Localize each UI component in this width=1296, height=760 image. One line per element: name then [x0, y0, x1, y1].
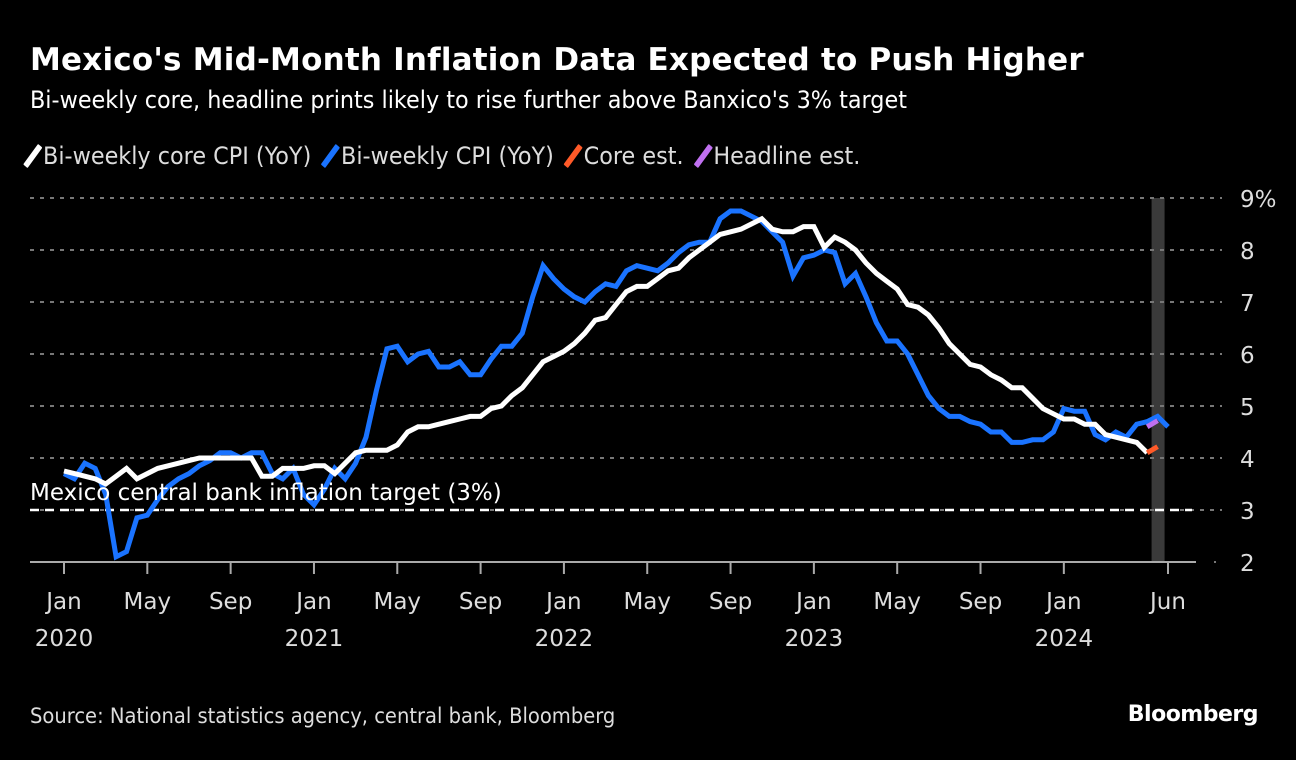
- x-tick-year-label: 2021: [285, 626, 344, 652]
- x-tick-label: Jan: [294, 589, 331, 615]
- x-tick-label: Sep: [709, 589, 752, 615]
- x-tick-label: May: [124, 589, 172, 615]
- y-tick-label: 4: [1240, 447, 1255, 473]
- series-line-bi-weekly-cpi-yoy: [62, 208, 1170, 561]
- chart-subtitle: Bi-weekly core, headline prints likely t…: [30, 86, 907, 114]
- chart-title: Mexico's Mid-Month Inflation Data Expect…: [30, 42, 1084, 78]
- legend-item-core-est: Core est.: [563, 142, 684, 170]
- x-tick-label: Jan: [544, 589, 581, 615]
- series-line-headline-est: [1145, 418, 1159, 429]
- x-tick-year-label: 2022: [535, 626, 594, 652]
- legend-item-core-cpi: Bi-weekly core CPI (YoY): [23, 142, 312, 170]
- x-tick-label: Jan: [44, 589, 81, 615]
- y-tick-label: 9%: [1240, 187, 1277, 213]
- legend-label: Bi-weekly core CPI (YoY): [43, 142, 312, 170]
- series-line-bi-weekly-core-cpi-yoy: [63, 215, 1149, 487]
- x-tick-label: Jan: [1044, 589, 1081, 615]
- bloomberg-logo: Bloomberg: [1127, 702, 1259, 727]
- source-note: Source: National statistics agency, cent…: [30, 704, 616, 728]
- x-tick-label: Sep: [459, 589, 502, 615]
- legend-label: Bi-weekly CPI (YoY): [341, 142, 554, 170]
- x-tick-label: May: [373, 589, 421, 615]
- legend: Bi-weekly core CPI (YoY) Bi-weekly CPI (…: [23, 142, 861, 170]
- y-tick-label: 7: [1240, 291, 1255, 317]
- legend-label: Headline est.: [713, 142, 861, 170]
- y-tick-label: 5: [1240, 395, 1255, 421]
- x-tick-label: Sep: [959, 589, 1002, 615]
- legend-label: Core est.: [583, 142, 684, 170]
- x-tick-label: May: [873, 589, 921, 615]
- y-tick-label: 8: [1240, 239, 1255, 265]
- target-annotation: Mexico central bank inflation target (3%…: [30, 480, 502, 506]
- series-line-core-est: [1145, 444, 1159, 455]
- legend-item-headline-est: Headline est.: [693, 142, 861, 170]
- y-tick-label: 2: [1240, 551, 1255, 577]
- x-tick-year-label: 2024: [1035, 626, 1094, 652]
- forecast-highlight-band: [1151, 198, 1165, 562]
- x-tick-label: Jan: [794, 589, 831, 615]
- x-tick-year-label: 2020: [35, 626, 94, 652]
- y-tick-label: 3: [1240, 499, 1255, 525]
- y-tick-label: 6: [1240, 343, 1255, 369]
- x-tick-label: Sep: [209, 589, 252, 615]
- x-tick-label: Jun: [1148, 589, 1186, 615]
- legend-item-cpi: Bi-weekly CPI (YoY): [321, 142, 554, 170]
- x-tick-year-label: 2023: [785, 626, 844, 652]
- x-tick-label: May: [623, 589, 671, 615]
